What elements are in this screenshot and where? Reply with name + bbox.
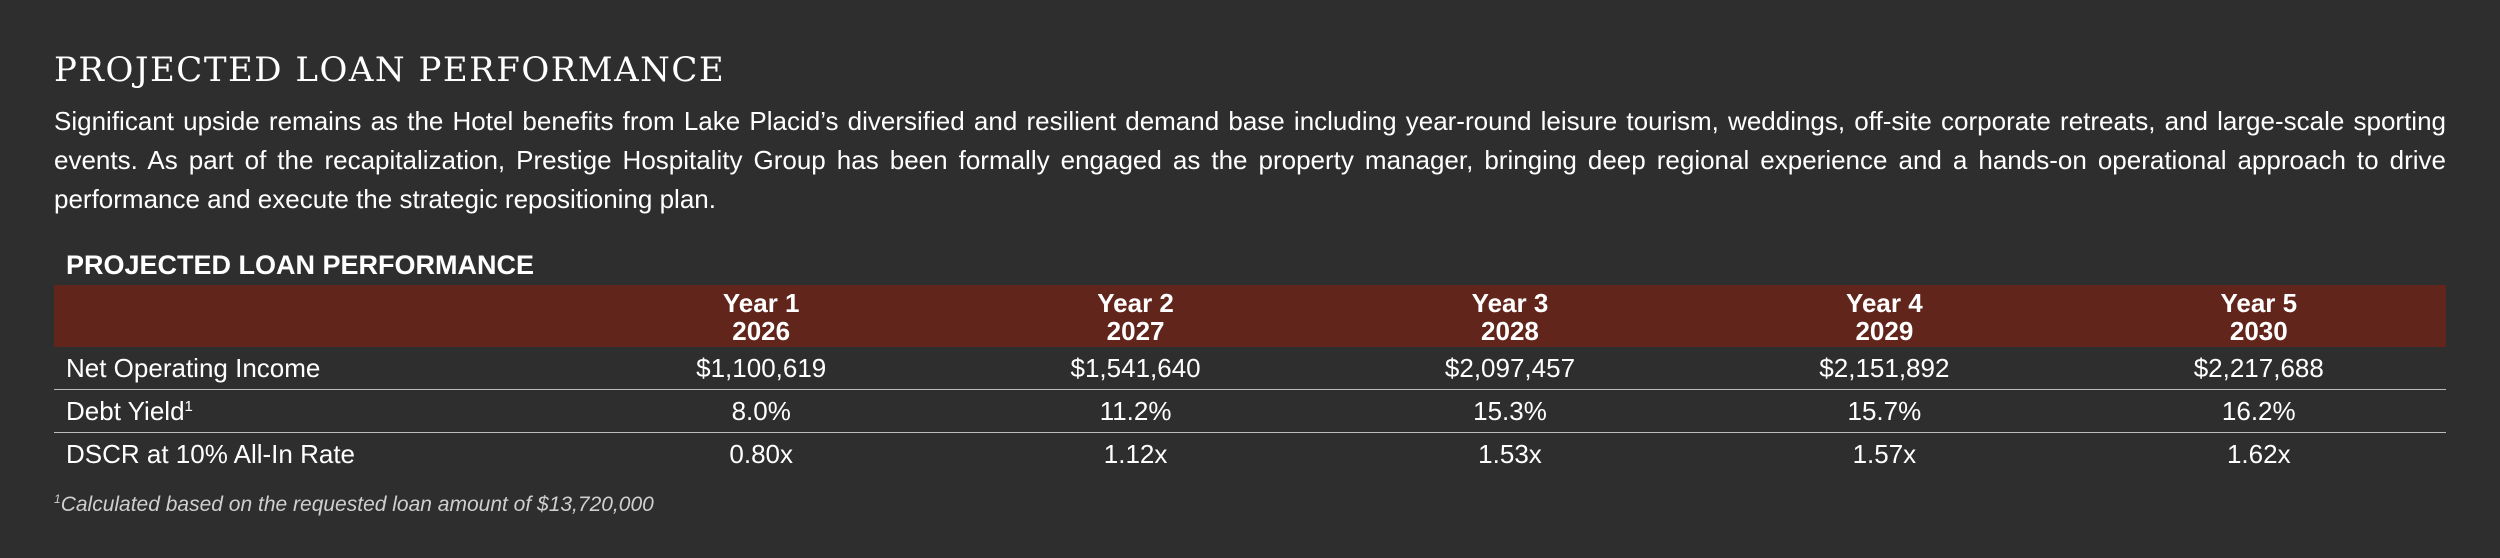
footnote-marker: 1 bbox=[184, 398, 193, 415]
header-year-number: 2029 bbox=[1855, 316, 1914, 346]
table-cell: 1.53x bbox=[1322, 432, 1698, 475]
table-cell: $1,100,619 bbox=[696, 353, 827, 383]
footnote-text: Calculated based on the requested loan a… bbox=[60, 493, 654, 516]
footnote: 1Calculated based on the requested loan … bbox=[54, 493, 2446, 517]
header-year-5: Year 5 2030 bbox=[2072, 285, 2446, 347]
table-cell: $2,151,892 bbox=[1819, 353, 1950, 383]
header-year-label: Year 3 bbox=[1471, 288, 1549, 318]
header-year-4: Year 4 2029 bbox=[1697, 285, 2071, 347]
table-cell: $2,097,457 bbox=[1444, 353, 1576, 383]
row-label: DSCR at 10% All-In Rate bbox=[54, 432, 574, 475]
table-title: PROJECTED LOAN PERFORMANCE bbox=[66, 250, 535, 280]
table-cell: $1,541,640 bbox=[1070, 353, 1201, 383]
row-label-text: DSCR at 10% All-In Rate bbox=[66, 439, 356, 469]
header-label-cell bbox=[54, 285, 574, 347]
header-year-number: 2030 bbox=[2229, 316, 2288, 346]
header-year-number: 2026 bbox=[732, 316, 791, 346]
table-row-net-operating-income: Net Operating Income $1,100,619 $1,541,6… bbox=[54, 347, 2446, 390]
header-year-label: Year 2 bbox=[1097, 288, 1174, 318]
table-cell: 15.3% bbox=[1322, 389, 1698, 433]
table-row-debt-yield: Debt Yield1 8.0% 11.2% 15.3% 15.7% 16.2% bbox=[54, 389, 2446, 433]
table-row-dscr: DSCR at 10% All-In Rate 0.80x 1.12x 1.53… bbox=[54, 432, 2446, 475]
row-label-text: Debt Yield bbox=[66, 396, 185, 426]
table-cell: 1.62x bbox=[2071, 432, 2446, 475]
header-year-label: Year 1 bbox=[722, 288, 800, 318]
table-cell: 1.57x bbox=[1697, 432, 2072, 475]
row-label: Debt Yield1 bbox=[54, 389, 574, 433]
table-cell: 15.7% bbox=[1697, 389, 2072, 433]
section-heading: PROJECTED LOAN PERFORMANCE bbox=[54, 50, 726, 90]
table-cell: 11.2% bbox=[948, 389, 1323, 433]
footnote-marker: 1 bbox=[54, 492, 61, 506]
header-year-label: Year 4 bbox=[1846, 288, 1923, 318]
intro-paragraph: Significant upside remains as the Hotel … bbox=[54, 106, 2446, 214]
header-year-2: Year 2 2027 bbox=[948, 285, 1322, 347]
table-cell: 1.12x bbox=[948, 432, 1323, 475]
table-header-row: Year 1 2026 Year 2 2027 Year 3 2028 Year… bbox=[54, 285, 2446, 347]
row-label-text: Net Operating Income bbox=[66, 353, 321, 383]
row-label: Net Operating Income bbox=[54, 347, 574, 390]
table-cell: $2,217,688 bbox=[2193, 353, 2324, 383]
header-year-number: 2028 bbox=[1481, 316, 1539, 346]
header-year-label: Year 5 bbox=[2220, 288, 2298, 318]
table-cell: 16.2% bbox=[2071, 389, 2446, 433]
header-year-number: 2027 bbox=[1106, 316, 1165, 346]
header-year-1: Year 1 2026 bbox=[574, 285, 948, 347]
header-year-3: Year 3 2028 bbox=[1323, 285, 1697, 347]
loan-performance-table: Year 1 2026 Year 2 2027 Year 3 2028 Year… bbox=[54, 285, 2446, 475]
table-cell: 8.0% bbox=[574, 389, 949, 433]
table-cell: 0.80x bbox=[574, 432, 949, 475]
